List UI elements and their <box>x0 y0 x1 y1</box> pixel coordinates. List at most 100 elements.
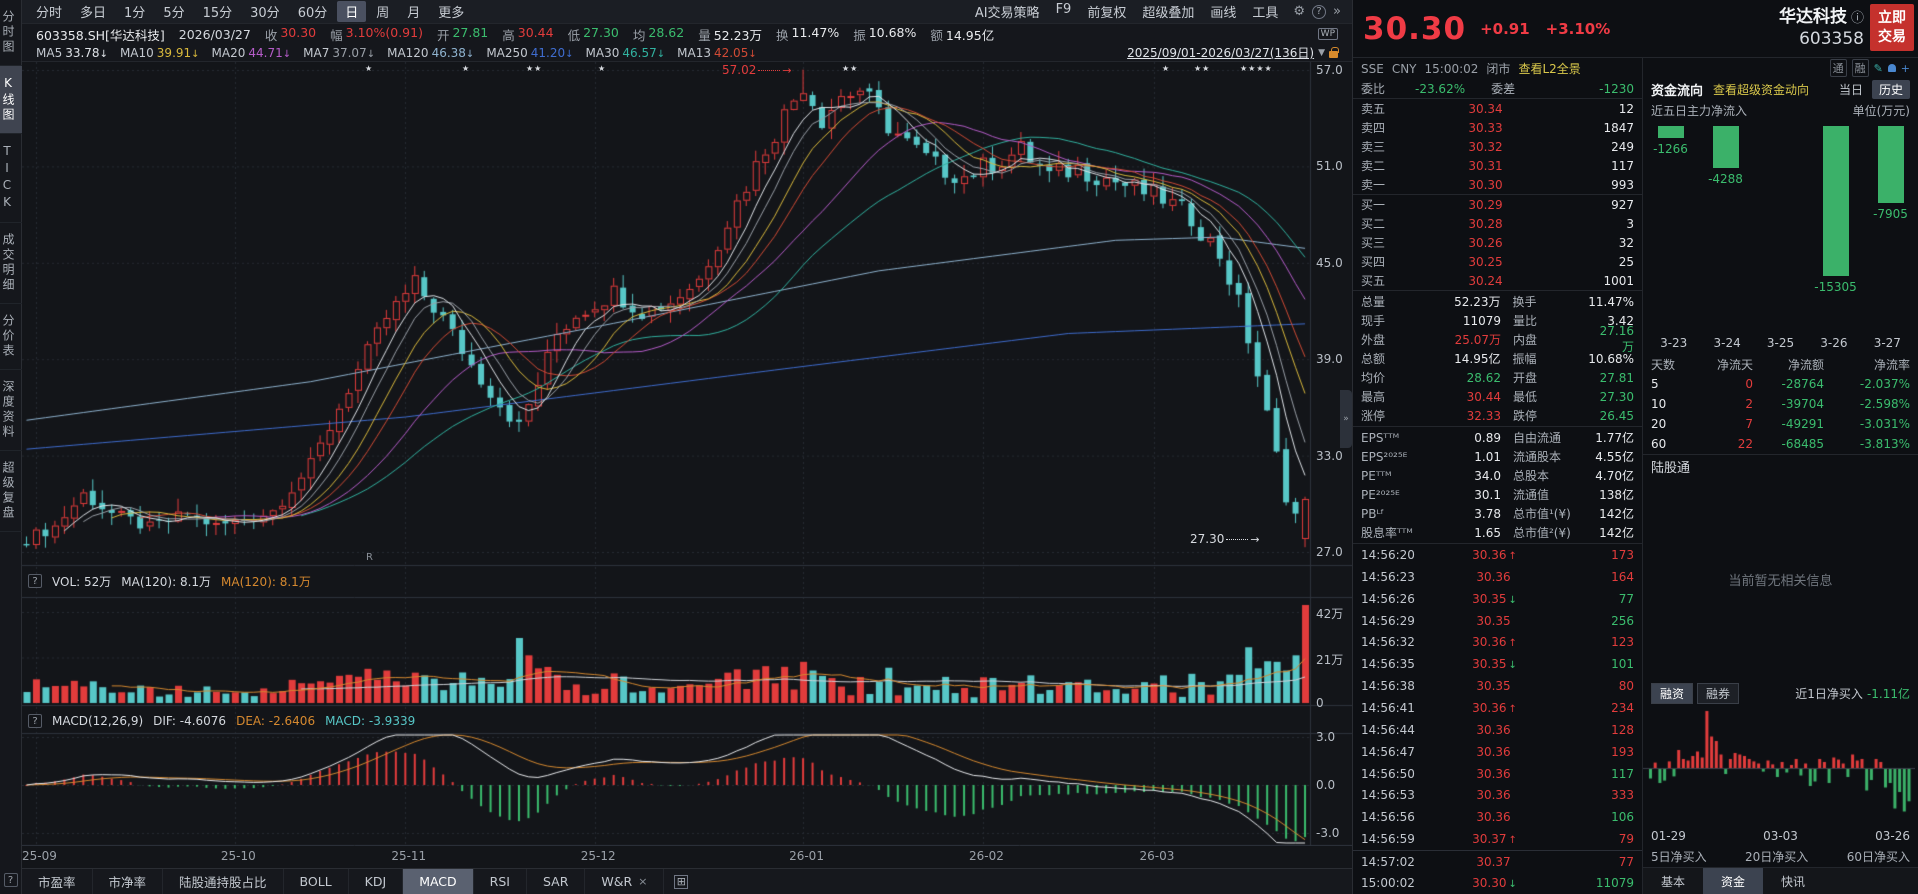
flow-range-tab[interactable]: 当日 <box>1838 82 1863 97</box>
symbol-code: 603358.SH[华达科技] <box>36 27 165 43</box>
event-star-marker[interactable]: ★ <box>365 64 374 73</box>
wp-badge-icon[interactable]: WP <box>1317 28 1338 40</box>
period-tab[interactable]: 30分 <box>250 6 280 21</box>
period-tab[interactable]: 周 <box>376 6 390 21</box>
l2-link[interactable]: 查看L2全景 <box>1518 62 1581 76</box>
event-star-marker[interactable]: ★ <box>598 64 607 73</box>
toolbar-item[interactable]: F9 <box>1055 2 1072 17</box>
bid-row[interactable]: 买四 30.25 25 <box>1361 254 1634 270</box>
period-tab[interactable]: 15分 <box>202 6 233 21</box>
flow-range-tab[interactable]: 历史 <box>1871 79 1910 99</box>
stock-name: 华达科技 ⓘ <box>1778 7 1864 28</box>
bid-row[interactable]: 买一 30.29 927 <box>1361 197 1634 213</box>
event-star-marker[interactable]: ★ <box>1162 64 1171 73</box>
indicator-tab[interactable]: SAR <box>527 869 586 894</box>
stat-row: 总量 52.23万 换手 11.47% <box>1361 294 1634 310</box>
panel-tab[interactable]: 基本 <box>1661 874 1686 889</box>
bid-row[interactable]: 买五 30.24 1001 <box>1361 273 1634 289</box>
event-star-marker[interactable]: ★★★★ <box>1240 64 1273 73</box>
add-icon[interactable]: + <box>1900 61 1910 75</box>
indicator-tab[interactable]: MACD <box>403 869 474 894</box>
sidebar-help[interactable]: ? <box>0 866 21 894</box>
weibi-row: 委比 -23.62% 委差 -1230 <box>1353 79 1642 99</box>
macd-dea: DEA: -2.6406 <box>236 714 316 728</box>
add-indicator-button[interactable]: ⊞ <box>664 869 698 894</box>
alert-bell-icon[interactable] <box>1887 64 1896 72</box>
more-chevrons-icon[interactable]: » <box>1333 4 1341 19</box>
sidebar-view-item[interactable]: K线图 <box>0 66 22 134</box>
quote-field: 换 11.47% <box>776 24 840 43</box>
help-icon[interactable]: ? <box>28 714 42 728</box>
tick-row: 14:56:35 30.35 ↓ 101 <box>1361 657 1634 672</box>
vol-ma1: MA(120): 8.1万 <box>121 574 212 589</box>
toolbar-item[interactable]: AI交易策略 <box>974 6 1040 21</box>
indicator-tab[interactable]: 市盈率 <box>22 869 93 894</box>
margin-tab[interactable]: 融资 <box>1651 682 1694 704</box>
super-flow-link[interactable]: 查看超级资金动向 <box>1713 82 1810 97</box>
chevron-down-icon: ▼ <box>1318 47 1325 58</box>
period-tab[interactable]: 5分 <box>163 6 185 21</box>
ma-value: MA7 37.07↓ <box>303 45 376 60</box>
sidebar-view-item[interactable]: TICK <box>0 134 22 223</box>
margin-canvas <box>1643 706 1915 826</box>
net-buy-period[interactable]: 5日净买入 <box>1651 850 1707 864</box>
sidebar-view-item[interactable]: 超级复盘 <box>0 451 22 532</box>
event-star-marker[interactable]: ★★ <box>526 64 543 73</box>
toolbar-item[interactable]: 画线 <box>1210 6 1237 21</box>
flow-table-row: 60 22 -68485 -3.813% <box>1651 437 1910 451</box>
toolbar-item[interactable]: 工具 <box>1252 6 1279 21</box>
low-price-annotation: 27.30 → <box>1190 532 1260 546</box>
ask-row[interactable]: 卖二 30.31 117 <box>1361 158 1634 174</box>
event-star-marker[interactable]: ★ <box>462 64 471 73</box>
net-buy-period[interactable]: 60日净买入 <box>1846 850 1910 864</box>
close-icon[interactable]: × <box>638 875 648 888</box>
period-toolbar: 分时 多日 1分 5分 15分 30分 60分日周 月 更多 AI交易策略 F9 前复权 超级叠加 画线… <box>22 0 1352 24</box>
ask-row[interactable]: 卖三 30.32 249 <box>1361 139 1634 155</box>
period-tab[interactable]: 日 <box>337 1 367 22</box>
edit-icon[interactable]: ✎ <box>1873 61 1883 75</box>
volume-pane-header: ? VOL: 52万 MA(120): 8.1万 MA(120): 8.1万 <box>22 568 1310 594</box>
event-star-marker[interactable]: ★★ <box>842 64 859 73</box>
indicator-tab[interactable]: 陆股通持股占比 <box>163 869 284 894</box>
toolbar-item[interactable]: 超级叠加 <box>1142 6 1195 21</box>
period-tab[interactable]: 更多 <box>438 6 465 21</box>
help-circle-icon[interactable]: ? <box>1312 4 1327 19</box>
indicator-tab[interactable]: 市净率 <box>93 869 164 894</box>
event-star-marker[interactable]: ★★ <box>1194 64 1211 73</box>
ask-row[interactable]: 卖五 30.34 12 <box>1361 101 1634 117</box>
date-range-selector[interactable]: 2025/09/01-2026/03/27(136日) ▼ <box>1127 44 1339 61</box>
indicator-tab[interactable]: RSI <box>474 869 527 894</box>
ask-row[interactable]: 卖一 30.30 993 <box>1361 177 1634 193</box>
panel-collapse-handle[interactable]: » <box>1340 390 1352 448</box>
trade-now-button[interactable]: 立即 交易 <box>1870 4 1914 51</box>
info-icon[interactable]: ⓘ <box>1850 11 1864 27</box>
indicator-tab[interactable]: W&R × <box>585 869 665 894</box>
flow-date: 3-27 <box>1873 336 1901 350</box>
period-tab[interactable]: 60分 <box>297 6 328 21</box>
sidebar-view-item[interactable]: 分价表 <box>0 304 22 370</box>
period-tab[interactable]: 多日 <box>80 6 107 21</box>
bid-row[interactable]: 买三 30.26 32 <box>1361 235 1634 251</box>
gear-icon[interactable]: ⚙ <box>1293 4 1306 19</box>
help-icon[interactable]: ? <box>28 574 42 588</box>
sidebar-view-item[interactable]: 成交明细 <box>0 223 22 304</box>
panel-tab[interactable]: 资金 <box>1703 868 1764 894</box>
panel-tab[interactable]: 快讯 <box>1781 874 1806 889</box>
stat-row: 涨停 32.33 跌停 26.45 <box>1361 408 1634 424</box>
period-tab[interactable]: 月 <box>407 6 421 21</box>
sidebar-view-item[interactable]: 分时图 <box>0 0 22 66</box>
margin-date: 03-26 <box>1875 829 1910 843</box>
tick-row: 14:57:02 30.37 77 <box>1361 854 1634 869</box>
sidebar-view-item[interactable]: 深度资料 <box>0 370 22 451</box>
bid-row[interactable]: 买二 30.28 3 <box>1361 216 1634 232</box>
lock-icon[interactable] <box>1329 47 1339 58</box>
net-buy-period[interactable]: 20日净买入 <box>1745 850 1809 864</box>
margin-tab[interactable]: 融券 <box>1697 682 1740 704</box>
ask-row[interactable]: 卖四 30.33 1847 <box>1361 120 1634 136</box>
toolbar-item[interactable]: 前复权 <box>1087 6 1127 21</box>
period-tab[interactable]: 1分 <box>124 6 146 21</box>
period-tab[interactable]: 分时 <box>36 6 63 21</box>
kline-canvas[interactable] <box>22 62 1352 846</box>
indicator-tab[interactable]: KDJ <box>349 869 404 894</box>
indicator-tab[interactable]: BOLL <box>284 869 349 894</box>
